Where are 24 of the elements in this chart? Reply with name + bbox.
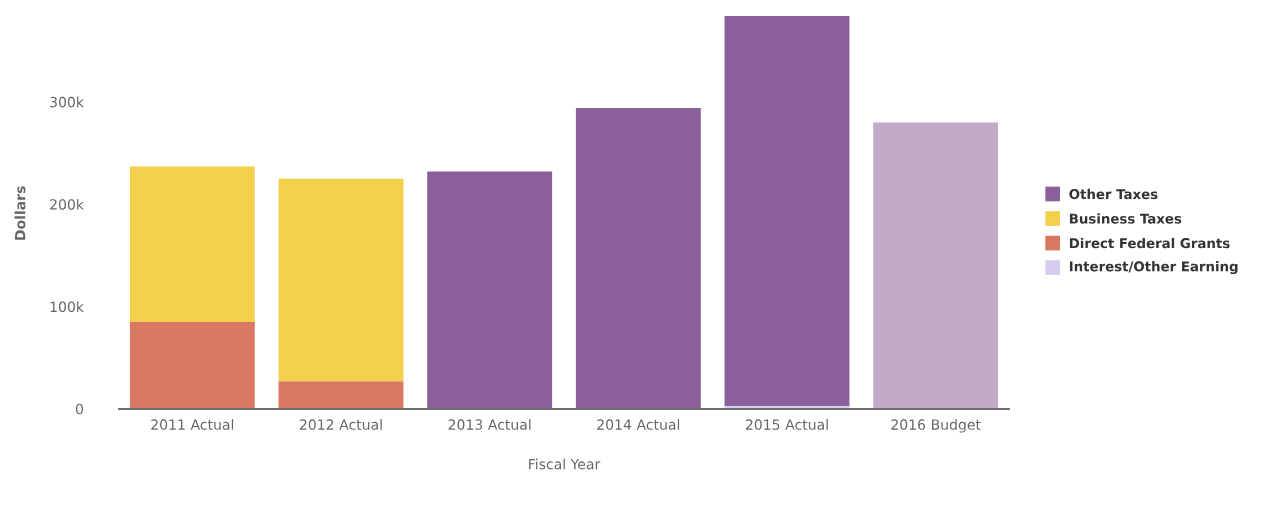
x-tick-label: 2015 Actual [745,418,828,430]
y-tick-label: 300k [50,96,84,108]
bar [278,381,404,409]
legend-label: Direct Federal Grants [1069,237,1230,249]
legend-label: Business Taxes [1069,213,1182,224]
y-tick-label: 200k [50,198,84,210]
x-tick-label: 2011 Actual [151,418,234,430]
y-axis-title: Dollars [14,186,26,240]
x-tick-label: 2013 Actual [448,418,531,430]
x-tick-label: 2016 Budget [891,418,981,433]
legend-label: Interest/Other Earning [1069,260,1238,274]
x-axis-title: Fiscal Year [529,458,601,470]
bar [873,122,999,409]
x-tick-label: 2014 Actual [597,418,680,430]
bar [278,178,404,382]
bar [129,321,255,409]
y-tick-label: 0 [75,403,84,415]
legend-label: Other Taxes [1069,188,1158,199]
bar [724,15,850,406]
bar [427,171,553,409]
y-tick-label: 100k [50,301,84,312]
bar [129,166,255,322]
x-tick-label: 2012 Actual [299,418,382,430]
bar [575,107,701,409]
